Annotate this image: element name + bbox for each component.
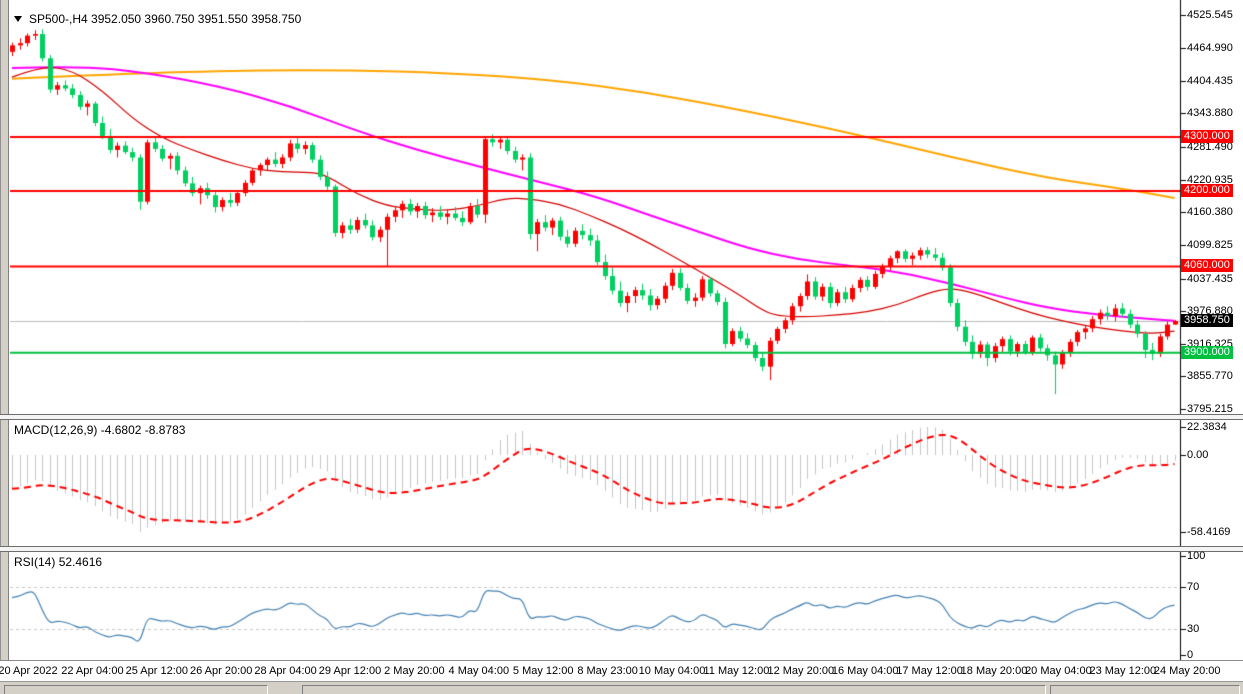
rsi-axis-label: 100 xyxy=(1187,550,1206,562)
price-axis-label: 4099.825 xyxy=(1187,238,1233,251)
price-axis-label: 4220.935 xyxy=(1187,173,1233,186)
time-axis-label: 25 Apr 12:00 xyxy=(125,665,188,677)
time-axis-label: 11 May 12:00 xyxy=(703,665,770,677)
price-level-badge-4060[interactable]: 4060.000 xyxy=(1181,259,1233,273)
time-axis-label: 26 Apr 20:00 xyxy=(189,665,253,677)
price-axis-label: 4464.990 xyxy=(1187,42,1233,55)
price-axis-label: 3855.770 xyxy=(1187,370,1233,383)
time-axis-label: 23 May 12:00 xyxy=(1089,665,1157,677)
bottom-status-strip xyxy=(0,681,1243,694)
macd-axis-label: -58.4169 xyxy=(1187,526,1231,538)
status-panel xyxy=(4,685,268,694)
time-axis-label: 24 May 20:00 xyxy=(1153,665,1221,677)
time-axis-label: 4 May 04:00 xyxy=(448,665,510,677)
status-panel xyxy=(302,685,1046,694)
price-axis-label: 3795.215 xyxy=(1187,403,1233,416)
macd-axis-label: 0.00 xyxy=(1187,449,1209,461)
time-axis-label: 12 May 20:00 xyxy=(767,665,835,677)
current-price-badge: 3958.750 xyxy=(1181,313,1233,327)
macd-title: MACD(12,26,9) xyxy=(14,423,98,437)
macd-values: -4.6802 -8.8783 xyxy=(100,423,186,437)
rsi-axis-label: 30 xyxy=(1187,622,1200,635)
price-axis-label: 4404.435 xyxy=(1187,74,1233,87)
pane-separator[interactable] xyxy=(0,546,1243,552)
pane-separator[interactable] xyxy=(0,414,1243,420)
rsi-axis-label: 0 xyxy=(1187,649,1194,661)
price-level-badge-4200[interactable]: 4200.000 xyxy=(1181,183,1233,197)
symbol-ohlc-line: SP500-,H4 3952.050 3960.750 3951.550 395… xyxy=(14,12,301,26)
price-axis-label: 4525.545 xyxy=(1187,9,1233,22)
time-axis-label: 18 May 20:00 xyxy=(960,665,1028,677)
price-axis-label: 4343.880 xyxy=(1187,107,1233,120)
rsi-indicator-label: RSI(14) 52.4616 xyxy=(14,555,102,569)
rsi-title: RSI(14) xyxy=(14,555,56,569)
time-axis-label: 5 May 12:00 xyxy=(512,665,574,677)
macd-axis-label: 22.3834 xyxy=(1187,421,1227,433)
window-left-edge xyxy=(0,0,10,681)
time-axis-label: 29 Apr 12:00 xyxy=(318,665,382,677)
price-level-badge-4300[interactable]: 4300.000 xyxy=(1181,130,1233,143)
symbol-ohlc-text: SP500-,H4 3952.050 3960.750 3951.550 395… xyxy=(29,12,302,26)
price-axis-label: 4281.490 xyxy=(1187,140,1233,153)
time-axis-label: 8 May 23:00 xyxy=(577,665,638,677)
time-axis-label: 2 May 20:00 xyxy=(384,665,445,677)
time-axis[interactable]: 20 Apr 2022 22 Apr 04:00 25 Apr 12:00 26 Ap… xyxy=(0,660,1243,682)
price-axis-label: 4037.435 xyxy=(1187,272,1233,285)
status-panel xyxy=(1050,685,1240,694)
macd-indicator-label: MACD(12,26,9) -4.6802 -8.8783 xyxy=(14,423,185,437)
rsi-axis-label: 70 xyxy=(1187,581,1200,594)
time-axis-label: 20 Apr 2022 xyxy=(0,665,58,677)
time-axis-label: 20 May 04:00 xyxy=(1025,665,1092,677)
time-axis-label: 16 May 04:00 xyxy=(831,665,899,677)
symbol-dropdown-icon[interactable] xyxy=(14,16,22,22)
time-axis-label: 22 Apr 04:00 xyxy=(61,665,124,677)
time-axis-label: 10 May 04:00 xyxy=(638,665,706,677)
time-axis-label: 28 Apr 04:00 xyxy=(254,665,317,677)
price-axis-label: 4160.380 xyxy=(1187,206,1233,219)
time-axis-label: 17 May 12:00 xyxy=(896,665,963,677)
rsi-value: 52.4616 xyxy=(58,555,103,569)
price-level-badge-3900[interactable]: 3900.000 xyxy=(1181,345,1233,359)
